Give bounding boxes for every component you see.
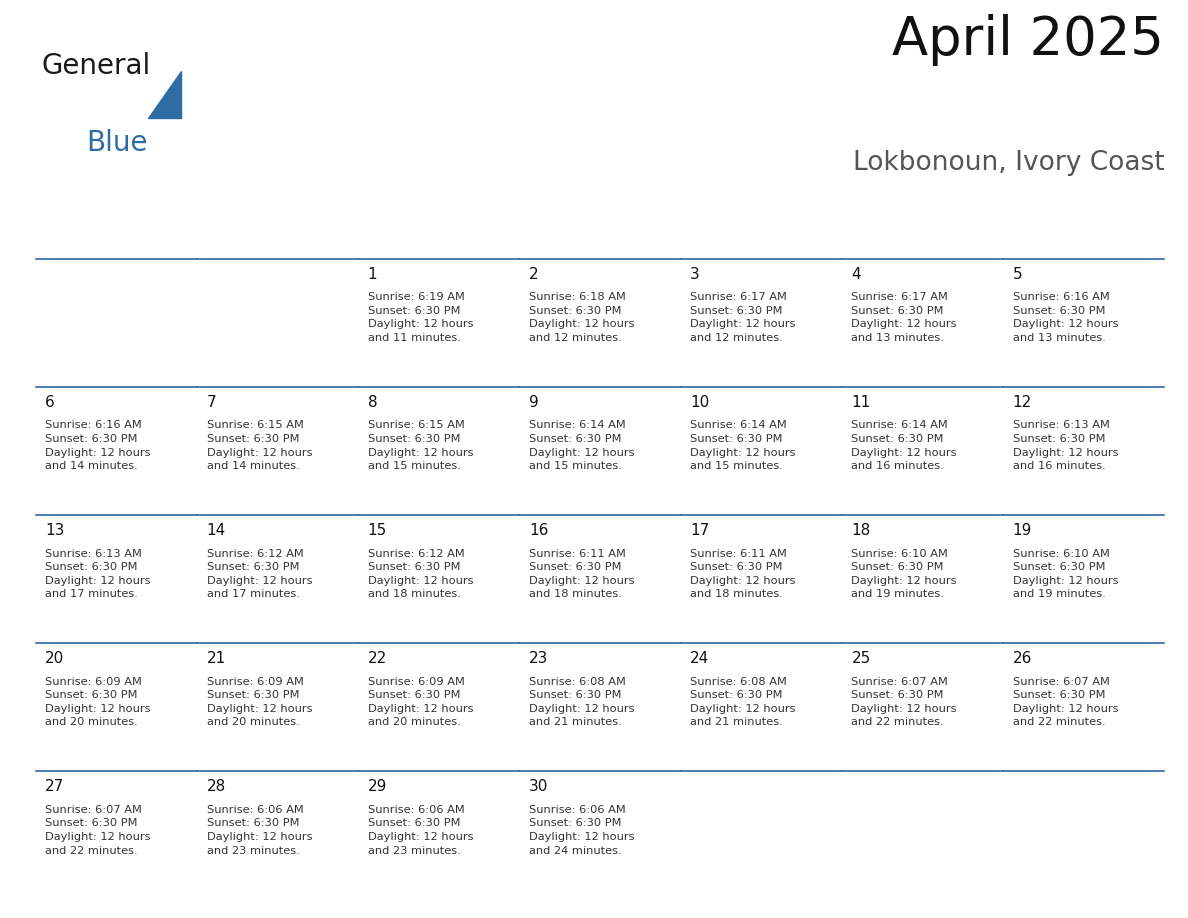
Text: 26: 26 — [1012, 651, 1032, 666]
Text: Sunrise: 6:12 AM
Sunset: 6:30 PM
Daylight: 12 hours
and 18 minutes.: Sunrise: 6:12 AM Sunset: 6:30 PM Dayligh… — [368, 548, 473, 599]
Text: Sunrise: 6:08 AM
Sunset: 6:30 PM
Daylight: 12 hours
and 21 minutes.: Sunrise: 6:08 AM Sunset: 6:30 PM Dayligh… — [690, 677, 796, 727]
Text: 30: 30 — [529, 779, 549, 794]
Text: Thursday: Thursday — [691, 223, 766, 238]
Text: Sunrise: 6:09 AM
Sunset: 6:30 PM
Daylight: 12 hours
and 20 minutes.: Sunrise: 6:09 AM Sunset: 6:30 PM Dayligh… — [368, 677, 473, 727]
Text: Sunrise: 6:13 AM
Sunset: 6:30 PM
Daylight: 12 hours
and 16 minutes.: Sunrise: 6:13 AM Sunset: 6:30 PM Dayligh… — [1012, 420, 1118, 471]
Text: 11: 11 — [852, 395, 871, 409]
Text: Saturday: Saturday — [1015, 223, 1087, 238]
Text: Sunrise: 6:14 AM
Sunset: 6:30 PM
Daylight: 12 hours
and 15 minutes.: Sunrise: 6:14 AM Sunset: 6:30 PM Dayligh… — [690, 420, 796, 471]
Text: Sunrise: 6:08 AM
Sunset: 6:30 PM
Daylight: 12 hours
and 21 minutes.: Sunrise: 6:08 AM Sunset: 6:30 PM Dayligh… — [529, 677, 634, 727]
Text: Sunrise: 6:17 AM
Sunset: 6:30 PM
Daylight: 12 hours
and 13 minutes.: Sunrise: 6:17 AM Sunset: 6:30 PM Dayligh… — [852, 292, 958, 343]
Text: 10: 10 — [690, 395, 709, 409]
Text: Sunrise: 6:11 AM
Sunset: 6:30 PM
Daylight: 12 hours
and 18 minutes.: Sunrise: 6:11 AM Sunset: 6:30 PM Dayligh… — [529, 548, 634, 599]
Text: 12: 12 — [1012, 395, 1032, 409]
Text: 27: 27 — [45, 779, 64, 794]
Text: April 2025: April 2025 — [892, 14, 1164, 66]
Text: Friday: Friday — [853, 223, 902, 238]
Text: 8: 8 — [368, 395, 378, 409]
Text: Sunrise: 6:10 AM
Sunset: 6:30 PM
Daylight: 12 hours
and 19 minutes.: Sunrise: 6:10 AM Sunset: 6:30 PM Dayligh… — [852, 548, 958, 599]
Text: General: General — [42, 51, 151, 80]
Text: 2: 2 — [529, 266, 538, 282]
Text: Sunrise: 6:06 AM
Sunset: 6:30 PM
Daylight: 12 hours
and 23 minutes.: Sunrise: 6:06 AM Sunset: 6:30 PM Dayligh… — [207, 805, 312, 856]
Text: Sunrise: 6:16 AM
Sunset: 6:30 PM
Daylight: 12 hours
and 14 minutes.: Sunrise: 6:16 AM Sunset: 6:30 PM Dayligh… — [45, 420, 151, 471]
Text: Sunrise: 6:11 AM
Sunset: 6:30 PM
Daylight: 12 hours
and 18 minutes.: Sunrise: 6:11 AM Sunset: 6:30 PM Dayligh… — [690, 548, 796, 599]
Text: 9: 9 — [529, 395, 538, 409]
Text: 7: 7 — [207, 395, 216, 409]
Text: 16: 16 — [529, 523, 549, 538]
Text: Blue: Blue — [87, 129, 147, 157]
Text: Sunrise: 6:09 AM
Sunset: 6:30 PM
Daylight: 12 hours
and 20 minutes.: Sunrise: 6:09 AM Sunset: 6:30 PM Dayligh… — [45, 677, 151, 727]
Text: Monday: Monday — [208, 223, 272, 238]
Text: Sunrise: 6:13 AM
Sunset: 6:30 PM
Daylight: 12 hours
and 17 minutes.: Sunrise: 6:13 AM Sunset: 6:30 PM Dayligh… — [45, 548, 151, 599]
Text: 18: 18 — [852, 523, 871, 538]
Text: 14: 14 — [207, 523, 226, 538]
Text: Wednesday: Wednesday — [531, 223, 624, 238]
Polygon shape — [147, 71, 181, 118]
Text: Tuesday: Tuesday — [369, 223, 435, 238]
Text: 15: 15 — [368, 523, 387, 538]
Text: 20: 20 — [45, 651, 64, 666]
Text: Sunrise: 6:07 AM
Sunset: 6:30 PM
Daylight: 12 hours
and 22 minutes.: Sunrise: 6:07 AM Sunset: 6:30 PM Dayligh… — [852, 677, 958, 727]
Text: 1: 1 — [368, 266, 378, 282]
Text: Sunrise: 6:16 AM
Sunset: 6:30 PM
Daylight: 12 hours
and 13 minutes.: Sunrise: 6:16 AM Sunset: 6:30 PM Dayligh… — [1012, 292, 1118, 343]
Text: 25: 25 — [852, 651, 871, 666]
Text: Sunrise: 6:14 AM
Sunset: 6:30 PM
Daylight: 12 hours
and 16 minutes.: Sunrise: 6:14 AM Sunset: 6:30 PM Dayligh… — [852, 420, 958, 471]
Text: 21: 21 — [207, 651, 226, 666]
Text: 29: 29 — [368, 779, 387, 794]
Text: Sunrise: 6:06 AM
Sunset: 6:30 PM
Daylight: 12 hours
and 24 minutes.: Sunrise: 6:06 AM Sunset: 6:30 PM Dayligh… — [529, 805, 634, 856]
Text: 19: 19 — [1012, 523, 1032, 538]
Text: 23: 23 — [529, 651, 549, 666]
Text: Sunrise: 6:15 AM
Sunset: 6:30 PM
Daylight: 12 hours
and 14 minutes.: Sunrise: 6:15 AM Sunset: 6:30 PM Dayligh… — [207, 420, 312, 471]
Text: 24: 24 — [690, 651, 709, 666]
Text: 28: 28 — [207, 779, 226, 794]
Text: Sunrise: 6:17 AM
Sunset: 6:30 PM
Daylight: 12 hours
and 12 minutes.: Sunrise: 6:17 AM Sunset: 6:30 PM Dayligh… — [690, 292, 796, 343]
Text: Sunrise: 6:07 AM
Sunset: 6:30 PM
Daylight: 12 hours
and 22 minutes.: Sunrise: 6:07 AM Sunset: 6:30 PM Dayligh… — [1012, 677, 1118, 727]
Text: 13: 13 — [45, 523, 64, 538]
Text: Sunrise: 6:10 AM
Sunset: 6:30 PM
Daylight: 12 hours
and 19 minutes.: Sunrise: 6:10 AM Sunset: 6:30 PM Dayligh… — [1012, 548, 1118, 599]
Text: Sunrise: 6:15 AM
Sunset: 6:30 PM
Daylight: 12 hours
and 15 minutes.: Sunrise: 6:15 AM Sunset: 6:30 PM Dayligh… — [368, 420, 473, 471]
Text: 4: 4 — [852, 266, 861, 282]
Text: Sunday: Sunday — [48, 223, 107, 238]
Text: Sunrise: 6:14 AM
Sunset: 6:30 PM
Daylight: 12 hours
and 15 minutes.: Sunrise: 6:14 AM Sunset: 6:30 PM Dayligh… — [529, 420, 634, 471]
Text: Sunrise: 6:09 AM
Sunset: 6:30 PM
Daylight: 12 hours
and 20 minutes.: Sunrise: 6:09 AM Sunset: 6:30 PM Dayligh… — [207, 677, 312, 727]
Text: Sunrise: 6:18 AM
Sunset: 6:30 PM
Daylight: 12 hours
and 12 minutes.: Sunrise: 6:18 AM Sunset: 6:30 PM Dayligh… — [529, 292, 634, 343]
Text: 3: 3 — [690, 266, 700, 282]
Text: 17: 17 — [690, 523, 709, 538]
Text: Sunrise: 6:06 AM
Sunset: 6:30 PM
Daylight: 12 hours
and 23 minutes.: Sunrise: 6:06 AM Sunset: 6:30 PM Dayligh… — [368, 805, 473, 856]
Text: 6: 6 — [45, 395, 55, 409]
Text: Sunrise: 6:07 AM
Sunset: 6:30 PM
Daylight: 12 hours
and 22 minutes.: Sunrise: 6:07 AM Sunset: 6:30 PM Dayligh… — [45, 805, 151, 856]
Text: Lokbonoun, Ivory Coast: Lokbonoun, Ivory Coast — [853, 150, 1164, 175]
Text: 5: 5 — [1012, 266, 1023, 282]
Text: 22: 22 — [368, 651, 387, 666]
Text: Sunrise: 6:19 AM
Sunset: 6:30 PM
Daylight: 12 hours
and 11 minutes.: Sunrise: 6:19 AM Sunset: 6:30 PM Dayligh… — [368, 292, 473, 343]
Text: Sunrise: 6:12 AM
Sunset: 6:30 PM
Daylight: 12 hours
and 17 minutes.: Sunrise: 6:12 AM Sunset: 6:30 PM Dayligh… — [207, 548, 312, 599]
